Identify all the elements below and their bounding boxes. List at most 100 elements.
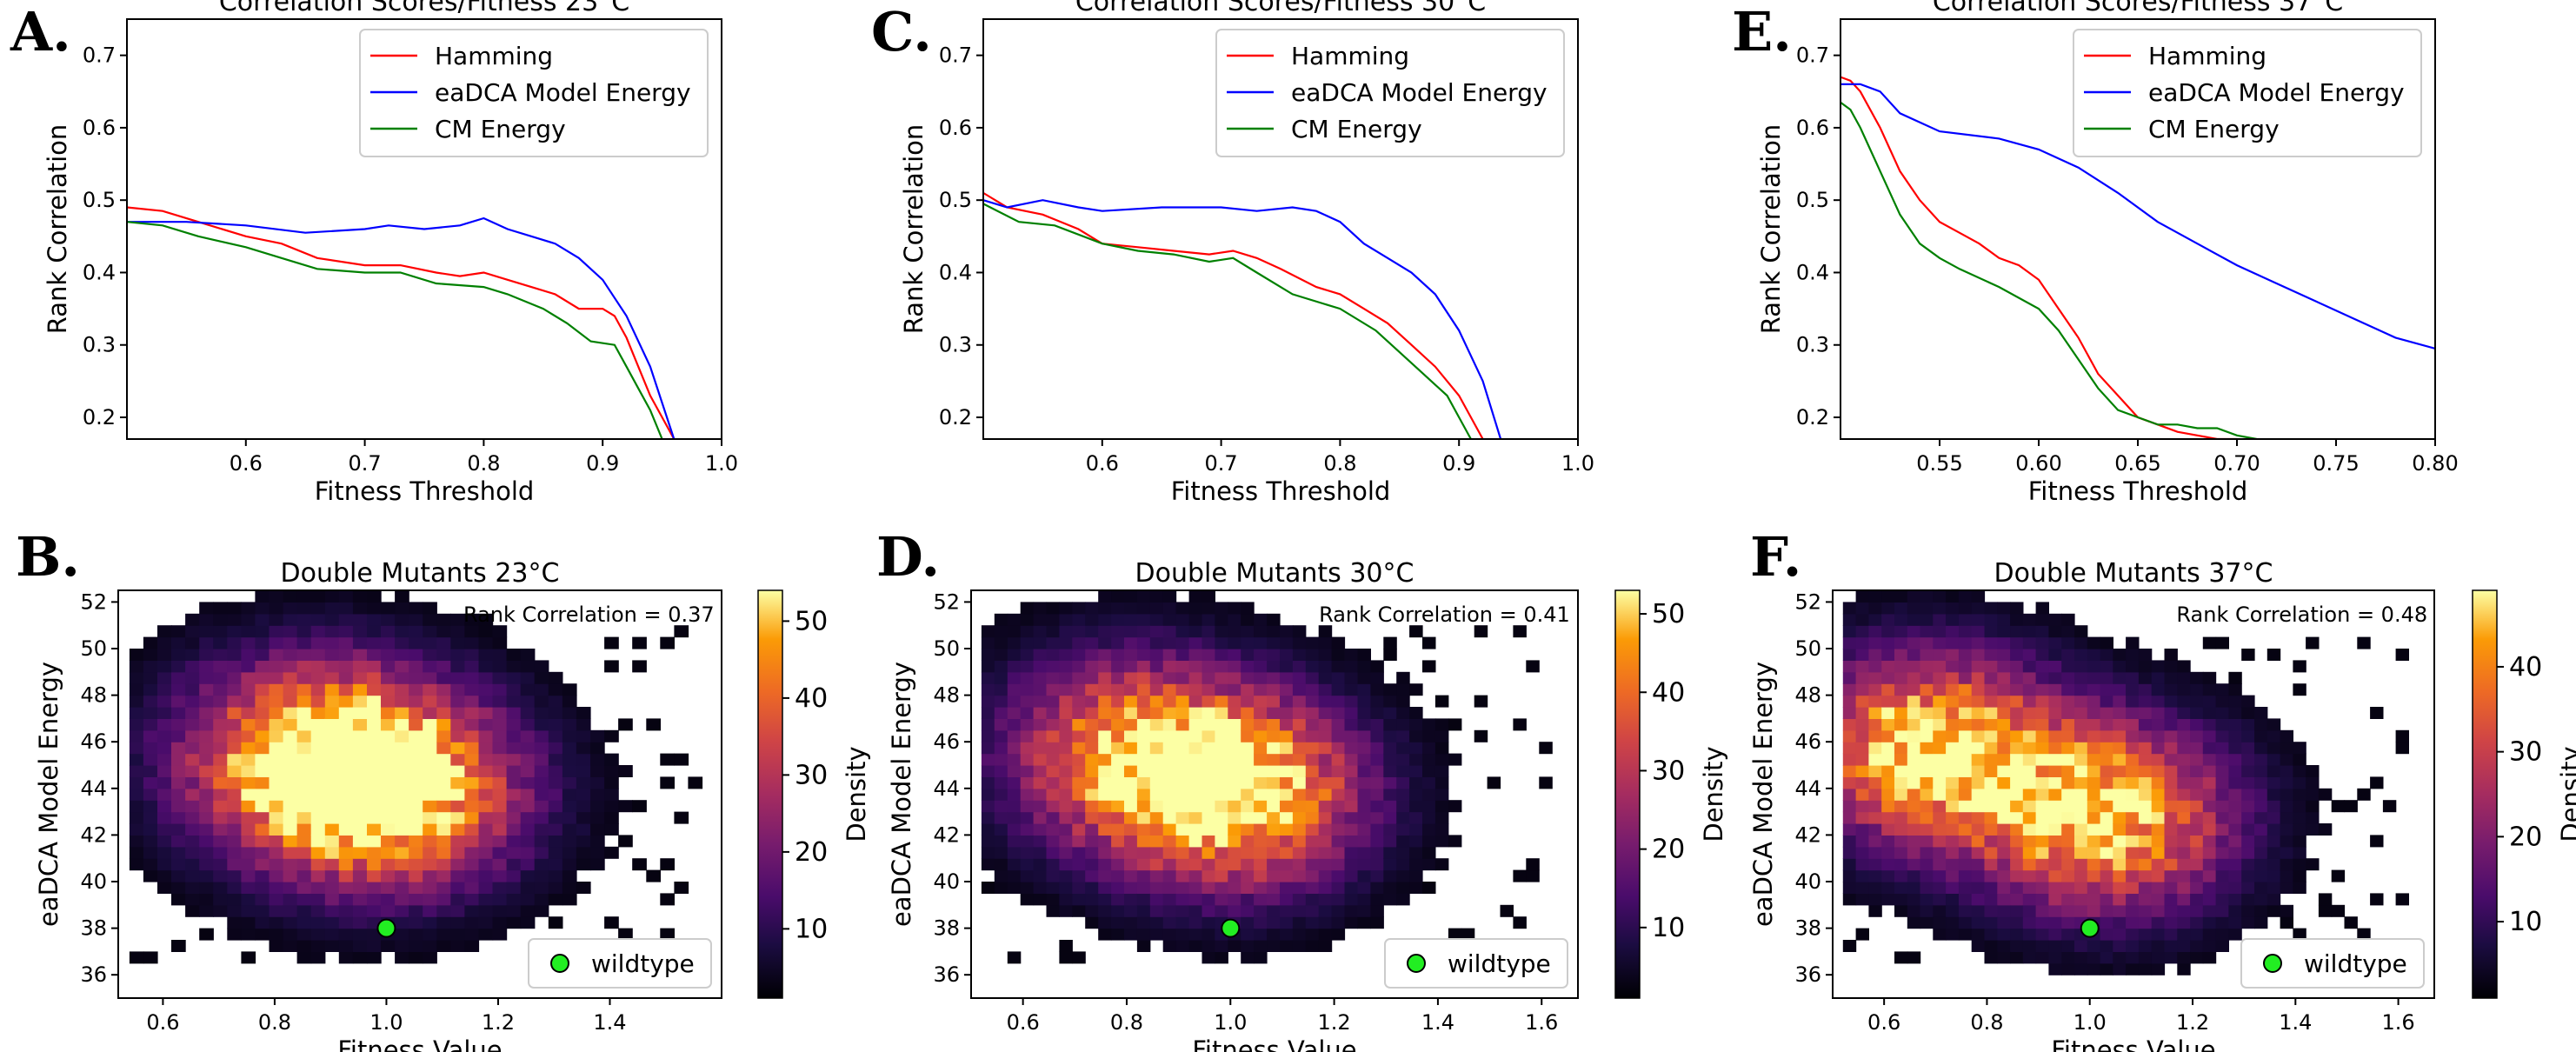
- panel-a-ytick-label: 0.5: [83, 188, 116, 212]
- panel-d-heatmap-cell: [1085, 613, 1099, 626]
- panel-b-heatmap-cell: [283, 613, 298, 626]
- panel-d-heatmap-cell: [1033, 846, 1048, 859]
- panel-d-heatmap-cell: [1188, 811, 1203, 824]
- panel-b-heatmap-cell: [604, 811, 619, 824]
- panel-f-heatmap-cell: [2035, 729, 2049, 742]
- panel-b-heatmap-cell: [464, 869, 480, 882]
- panel-b-heatmap-cell: [464, 835, 480, 848]
- panel-b-ytick-label: 50: [80, 636, 107, 661]
- panel-d-heatmap-cell: [1331, 683, 1346, 696]
- panel-d-heatmap-cell: [1020, 660, 1035, 673]
- panel-d-heatmap-cell: [1149, 613, 1164, 626]
- panel-f-heatmap-cell: [1907, 800, 1921, 813]
- panel-b-heatmap-cell: [367, 811, 382, 824]
- panel-b-heatmap-cell: [548, 800, 563, 813]
- panel-d-heatmap-cell: [1059, 835, 1073, 848]
- panel-f-heatmap-cell: [2293, 742, 2306, 755]
- panel-b-heatmap-cell: [660, 776, 675, 789]
- panel-d-heatmap-cell: [994, 776, 1008, 789]
- panel-f-heatmap-cell: [1881, 893, 1895, 906]
- panel-f-heatmap-cell: [2035, 718, 2049, 731]
- panel-d-heatmap-cell: [1357, 660, 1371, 673]
- panel-f-heatmap-cell: [2138, 962, 2153, 975]
- panel-b-heatmap-cell: [423, 904, 437, 917]
- panel-f-heatmap-cell: [1984, 869, 1998, 882]
- panel-f-heatmap-cell: [2293, 765, 2306, 777]
- panel-b-heatmap-cell: [185, 660, 200, 673]
- panel-b-heatmap-cell: [548, 718, 563, 731]
- panel-d-heatmap-cell: [1188, 742, 1203, 755]
- panel-d-heatmap-cell: [1267, 683, 1281, 696]
- panel-b-heatmap-cell: [478, 904, 494, 917]
- panel-d-legend-box: [1384, 938, 1568, 989]
- panel-f-heatmap-cell: [1907, 707, 1921, 719]
- panel-b-heatmap-cell: [143, 788, 158, 801]
- panel-b-heatmap-cell: [283, 835, 298, 848]
- panel-d-heatmap-cell: [1059, 823, 1073, 836]
- panel-f-heatmap-cell: [1971, 649, 1986, 661]
- panel-f-heatmap-cell: [2306, 811, 2320, 824]
- panel-d-heatmap-cell: [1254, 671, 1268, 684]
- panel-d-heatmap-cell: [994, 858, 1008, 871]
- panel-b-heatmap-cell: [604, 776, 619, 789]
- panel-b-heatmap-cell: [129, 729, 144, 742]
- panel-b-heatmap-cell: [241, 753, 256, 766]
- panel-f-heatmap-cell: [2022, 636, 2037, 649]
- panel-b-heatmap-cell: [436, 729, 451, 742]
- panel-f-heatmap-cell: [1868, 904, 1882, 917]
- panel-f-heatmap-cell: [2061, 940, 2075, 952]
- panel-d-heatmap-cell: [1033, 765, 1048, 777]
- panel-d-heatmap-cell: [1396, 695, 1410, 708]
- panel-f-heatmap-cell: [2138, 882, 2153, 894]
- panel-f-heatmap-cell: [2061, 671, 2075, 684]
- panel-d-heatmap-cell: [1046, 695, 1060, 708]
- panel-d-heatmap-cell: [1331, 811, 1346, 824]
- panel-b-heatmap-cell: [338, 951, 354, 964]
- panel-d-heatmap-cell: [981, 858, 995, 871]
- panel-b-heatmap-cell: [395, 858, 409, 871]
- panel-d-heatmap-cell: [1072, 765, 1086, 777]
- panel-b-heatmap-cell: [352, 671, 368, 684]
- panel-c-ytick-label: 0.3: [939, 333, 972, 357]
- panel-b-heatmap-cell: [241, 916, 256, 929]
- panel-f-heatmap-cell: [2126, 729, 2140, 742]
- panel-d-heatmap-cell: [1357, 683, 1371, 696]
- panel-b-heatmap-cell: [436, 613, 451, 626]
- panel-b-heatmap-cell: [534, 683, 549, 696]
- panel-f-heatmap-cell: [1842, 602, 1857, 615]
- panel-b-heatmap-cell: [324, 625, 340, 638]
- panel-b-heatmap-cell: [562, 695, 577, 708]
- panel-b-heatmap-cell: [283, 823, 298, 836]
- panel-f-heatmap-cell: [2087, 765, 2101, 777]
- panel-d-heatmap-cell: [1007, 846, 1022, 859]
- panel-d-heatmap-cell: [1059, 788, 1073, 801]
- panel-b-heatmap-cell: [227, 671, 242, 684]
- panel-f-heatmap-cell: [2100, 636, 2113, 649]
- panel-d-heatmap-cell: [1409, 858, 1423, 871]
- panel-d-heatmap-cell: [1072, 904, 1086, 917]
- panel-b-heatmap-cell: [548, 916, 563, 929]
- panel-f-heatmap-cell: [2228, 811, 2242, 824]
- panel-b-heatmap-cell: [296, 742, 312, 755]
- panel-d-heatmap-cell: [1422, 882, 1436, 894]
- panel-d-heatmap-cell: [1331, 800, 1346, 813]
- panel-d-xlabel: Fitness Value: [1192, 1035, 1356, 1052]
- panel-b-heatmap-cell: [450, 940, 465, 952]
- panel-d-heatmap-cell: [1046, 742, 1060, 755]
- panel-f-heatmap-cell: [2151, 858, 2166, 871]
- panel-d-heatmap-cell: [1072, 671, 1086, 684]
- panel-d-heatmap-cell: [1280, 940, 1294, 952]
- panel-b-heatmap-cell: [506, 671, 522, 684]
- panel-b-heatmap-cell: [185, 893, 200, 906]
- panel-f-heatmap-cell: [2061, 869, 2075, 882]
- panel-d-heatmap-cell: [1072, 823, 1086, 836]
- panel-f-heatmap-cell: [2087, 835, 2101, 848]
- panel-f-heatmap-cell: [2113, 753, 2127, 766]
- panel-b-heatmap-cell: [227, 788, 242, 801]
- panel-d-heatmap-cell: [1318, 625, 1333, 638]
- panel-d-heatmap-cell: [1292, 788, 1307, 801]
- panel-f-heatmap-cell: [2035, 602, 2049, 615]
- panel-b-heatmap-cell: [185, 695, 200, 708]
- panel-d-heatmap-cell: [1241, 671, 1255, 684]
- panel-f-heatmap-cell: [2266, 858, 2281, 871]
